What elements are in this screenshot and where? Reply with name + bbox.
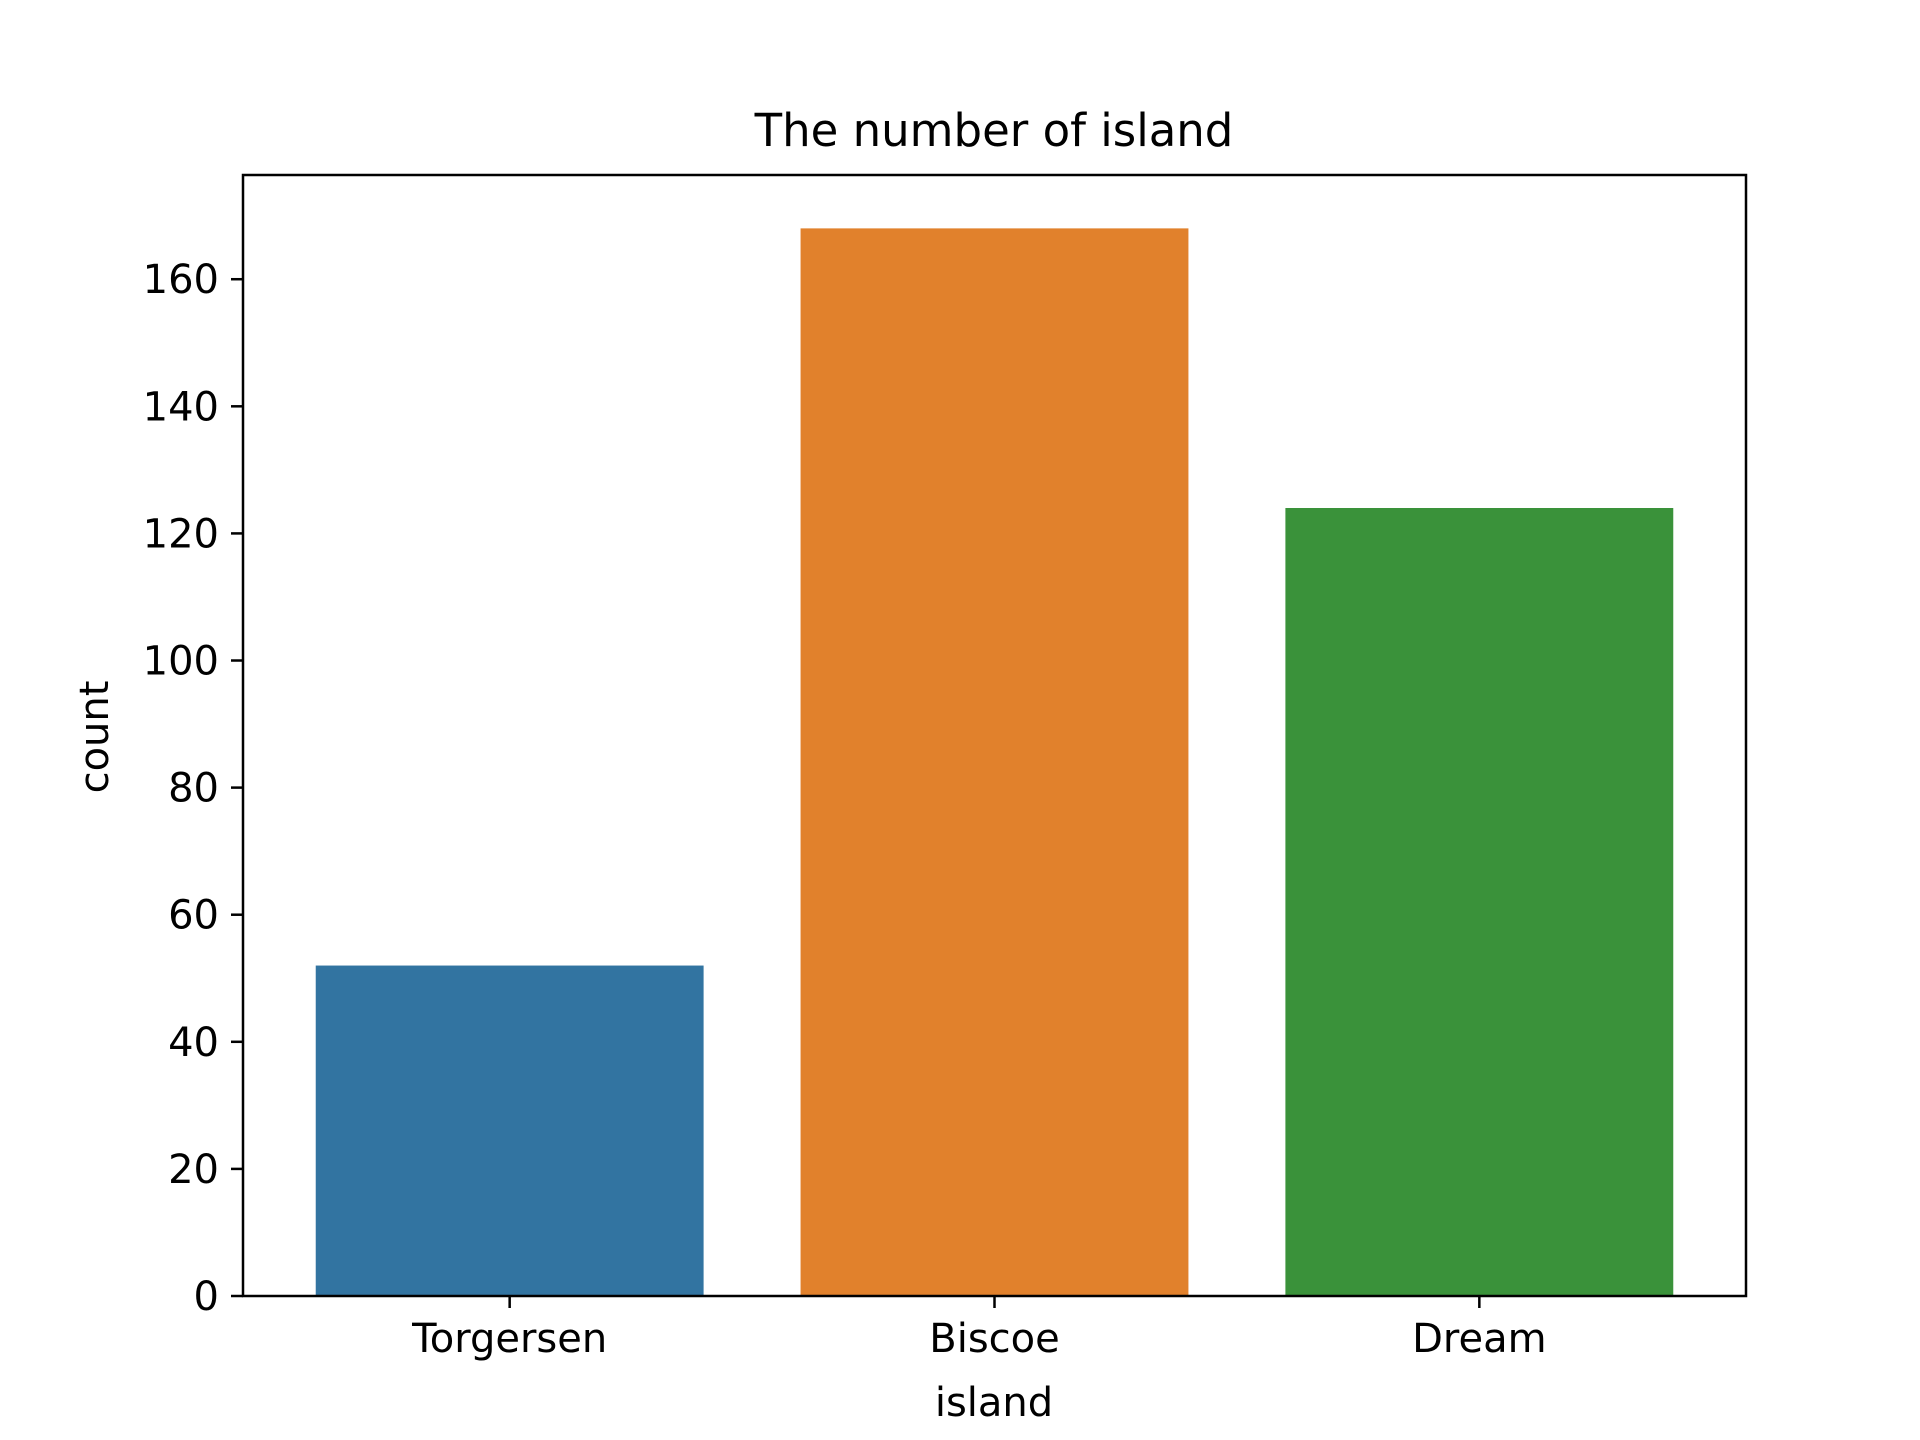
y-tick-label: 80 (168, 766, 219, 812)
y-tick-label: 100 (143, 639, 219, 685)
y-axis-label: count (72, 681, 118, 794)
y-tick-label: 60 (168, 893, 219, 939)
bars-layer (315, 228, 1674, 1296)
y-tick-label: 120 (143, 511, 219, 557)
bar-biscoe (800, 228, 1189, 1296)
x-tick-label: Dream (1412, 1316, 1546, 1362)
bar-dream (1285, 508, 1674, 1296)
y-tick-label: 0 (194, 1274, 219, 1320)
x-axis: Torgersen Biscoe Dream (411, 1296, 1547, 1362)
x-axis-label: island (935, 1380, 1053, 1426)
y-tick-label: 40 (168, 1020, 219, 1066)
y-tick-label: 160 (143, 257, 219, 303)
x-tick-label: Biscoe (929, 1316, 1059, 1362)
x-tick-label: Torgersen (411, 1316, 607, 1362)
chart-title: The number of island (754, 104, 1234, 157)
bar-torgersen (315, 965, 704, 1296)
y-tick-label: 20 (168, 1147, 219, 1193)
y-axis: 0 20 40 60 80 100 120 140 160 (143, 257, 243, 1320)
y-tick-label: 140 (143, 384, 219, 430)
